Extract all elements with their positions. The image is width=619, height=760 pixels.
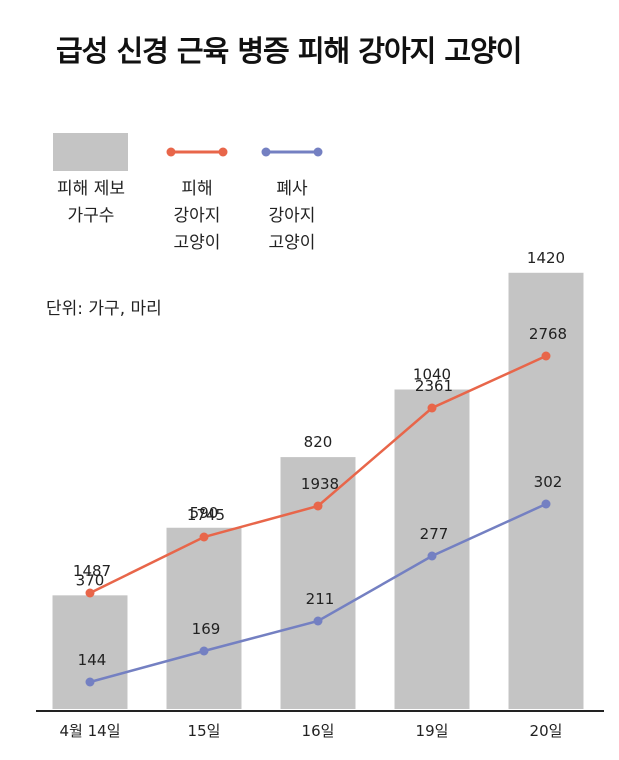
affected-point-0 xyxy=(85,588,95,598)
legend-swatch-affected xyxy=(166,147,228,157)
bar-0 xyxy=(52,595,128,709)
legend-dot-dead-right xyxy=(313,147,323,157)
bar-label-4: 1420 xyxy=(527,249,565,267)
dead-label-1: 169 xyxy=(192,620,221,638)
legend-dot-affected-right xyxy=(218,147,228,157)
affected-label-2: 1938 xyxy=(301,475,339,493)
dead-point-0 xyxy=(85,677,95,687)
chart-title: 급성 신경 근육 병증 피해 강아지 고양이 xyxy=(56,34,522,68)
dead-label-4: 302 xyxy=(534,473,563,491)
legend-label-affected: 피해 강아지 고양이 xyxy=(173,179,221,253)
affected-point-2 xyxy=(313,501,323,511)
dead-label-0: 144 xyxy=(78,651,107,669)
affected-point-4 xyxy=(541,351,551,361)
affected-label-0: 1487 xyxy=(73,562,111,580)
affected-point-1 xyxy=(199,532,209,542)
dead-point-1 xyxy=(199,646,209,656)
legend-dot-dead-left xyxy=(261,147,271,157)
bar-4 xyxy=(508,272,584,709)
unit-note: 단위: 가구, 마리 xyxy=(46,299,162,319)
dead-label-2: 211 xyxy=(306,590,335,608)
legend-dot-affected-left xyxy=(166,147,176,157)
bar-label-3: 1040 xyxy=(413,366,451,384)
x-tick-label-0: 4월 14일 xyxy=(60,722,121,740)
affected-point-3 xyxy=(427,403,437,413)
bar-3 xyxy=(394,389,470,709)
bar-2 xyxy=(280,457,356,709)
x-tick-label-2: 16일 xyxy=(302,722,335,740)
dead-point-2 xyxy=(313,616,323,626)
dead-point-4 xyxy=(541,499,551,509)
legend-swatch-reports xyxy=(53,133,128,171)
dead-point-3 xyxy=(427,551,437,561)
x-tick-label-4: 20일 xyxy=(530,722,563,740)
affected-label-4: 2768 xyxy=(529,325,567,343)
affected-label-1: 1745 xyxy=(187,506,225,524)
affected-label-3: 2361 xyxy=(415,377,453,395)
legend-label-dead: 폐사 강아지 고양이 xyxy=(268,179,316,253)
dead-label-3: 277 xyxy=(420,525,449,543)
x-tick-label-3: 19일 xyxy=(416,722,449,740)
bar-label-1: 590 xyxy=(190,504,219,522)
bar-1 xyxy=(166,527,242,709)
bar-label-2: 820 xyxy=(304,433,333,451)
legend-label-reports: 피해 제보 가구수 xyxy=(57,179,125,226)
bar-label-0: 370 xyxy=(76,571,105,589)
legend-swatch-dead xyxy=(261,147,323,157)
x-tick-label-1: 15일 xyxy=(188,722,221,740)
